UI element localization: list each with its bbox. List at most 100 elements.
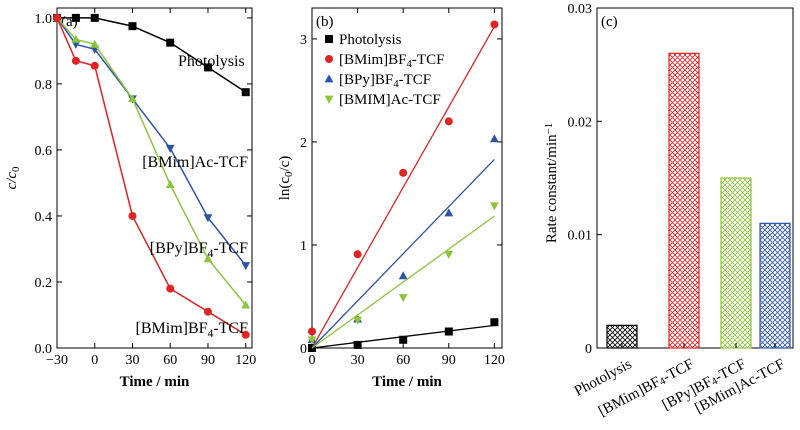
y-tick-label: 0 [300,342,307,357]
bar [720,177,752,349]
legend-label: [BMIM]Ac-TCF [339,92,441,108]
series-3 [53,13,250,339]
label-base: [BMIM]Ac-TCF [339,92,441,108]
label-base: [BMim]BF [136,320,208,337]
data-point [128,22,137,31]
data-point [353,316,362,325]
series-annotation: [BMim]BF4-TCF [136,320,249,340]
data-point [53,13,61,22]
x-tick-label: 90 [442,353,456,368]
x-axis-label: Time / min [120,374,190,390]
series-annotation: Photolysis [178,53,245,70]
data-point [307,336,317,345]
data-point [490,318,499,327]
label-base: [BPy]BF [339,72,393,88]
data-point [444,117,453,126]
series-2 [307,134,499,349]
label-base: [BPy]BF [150,240,208,257]
data-point [399,335,408,344]
legend-marker [324,74,334,83]
plot-frame [56,7,253,349]
panel-label: (c) [601,14,618,30]
y-axis-label-main: c/c [4,172,20,190]
y-axis-label: Rate constant/min−1 [543,123,560,243]
label-base: [BMim]Ac-TCF [142,154,248,171]
data-point [241,262,251,271]
fit-line [311,215,495,349]
series-3 [307,202,499,349]
data-point [444,327,453,336]
label-base: [BMim]BF [339,52,407,68]
panel-label: (b) [316,14,334,30]
data-point [71,56,80,65]
y-tick-label: 1 [300,239,307,254]
label-subscript: 4 [657,374,668,387]
data-point [398,294,408,303]
x-tick-label: 60 [396,353,410,368]
label-tail: -TCF [399,72,432,88]
x-tick-label: 30 [125,353,139,368]
label-subscript: 4 [407,58,413,70]
bar [759,222,791,349]
data-point [241,300,251,309]
y-tick-label: 0.8 [35,78,53,93]
label-tail: -TCF [412,52,445,68]
data-point [203,63,212,72]
data-point [71,34,81,43]
bar [668,52,700,349]
y-tick-label: 0.6 [35,144,53,159]
x-axis-label: Time / min [372,374,442,390]
data-point [128,94,137,103]
data-point [166,284,175,293]
fit-line [311,159,495,349]
x-tick-label: 0 [309,353,316,368]
label-subscript: 4 [208,248,214,260]
y-tick-label: 0 [585,342,592,357]
label-base: Photolysis [178,53,245,70]
data-point [203,307,212,316]
data-point [71,13,80,22]
data-point [165,144,175,153]
label-tail: -TCF [660,356,696,385]
y-tick-label: 0.4 [35,210,53,225]
y-axis-label-main: ln(c [277,177,293,201]
data-point [90,61,99,70]
data-point [353,250,362,259]
data-point [353,340,362,349]
legend-marker [325,55,333,63]
data-point [71,40,81,49]
x-tick-label: 120 [235,353,256,368]
data-point [241,330,250,339]
label-subscript: 4 [393,78,399,90]
label-subscript: 4 [709,374,720,387]
data-point [166,38,175,47]
legend-label: [BMim]BF4-TCF [339,52,444,70]
y-tick-label: 0.03 [568,2,593,17]
y-tick-label: 2 [300,136,307,151]
y-tick-label: 1.0 [35,12,53,27]
x-tick-label: 0 [91,353,98,368]
y-tick-label: 3 [300,33,307,48]
x-tick-label: 30 [351,353,365,368]
data-point [128,211,137,220]
data-point [490,20,499,29]
data-point [203,254,213,263]
panel-c-bar-chart: 00.010.020.03(c)Rate constant/min−1Photo… [543,2,794,420]
legend-label: [BPy]BF4-TCF [339,72,431,90]
y-axis-label-subscript: 0 [10,167,22,172]
y-axis-label-subscript: 0 [283,172,295,177]
series-annotation: [BMim]Ac-TCF [142,154,248,171]
y-tick-label: 0.2 [35,276,53,291]
series-annotation: [BPy]BF4-TCF [150,240,248,260]
legend: Photolysis[BMim]BF4-TCF[BPy]BF4-TCF[BMIM… [324,32,444,108]
label-tail: -TCF [213,240,248,257]
data-point [490,134,499,143]
data-point [444,250,454,259]
legend-marker [325,35,333,43]
data-point [203,214,213,223]
legend-label: Photolysis [339,32,402,48]
data-point [490,202,499,211]
data-point [399,168,408,177]
